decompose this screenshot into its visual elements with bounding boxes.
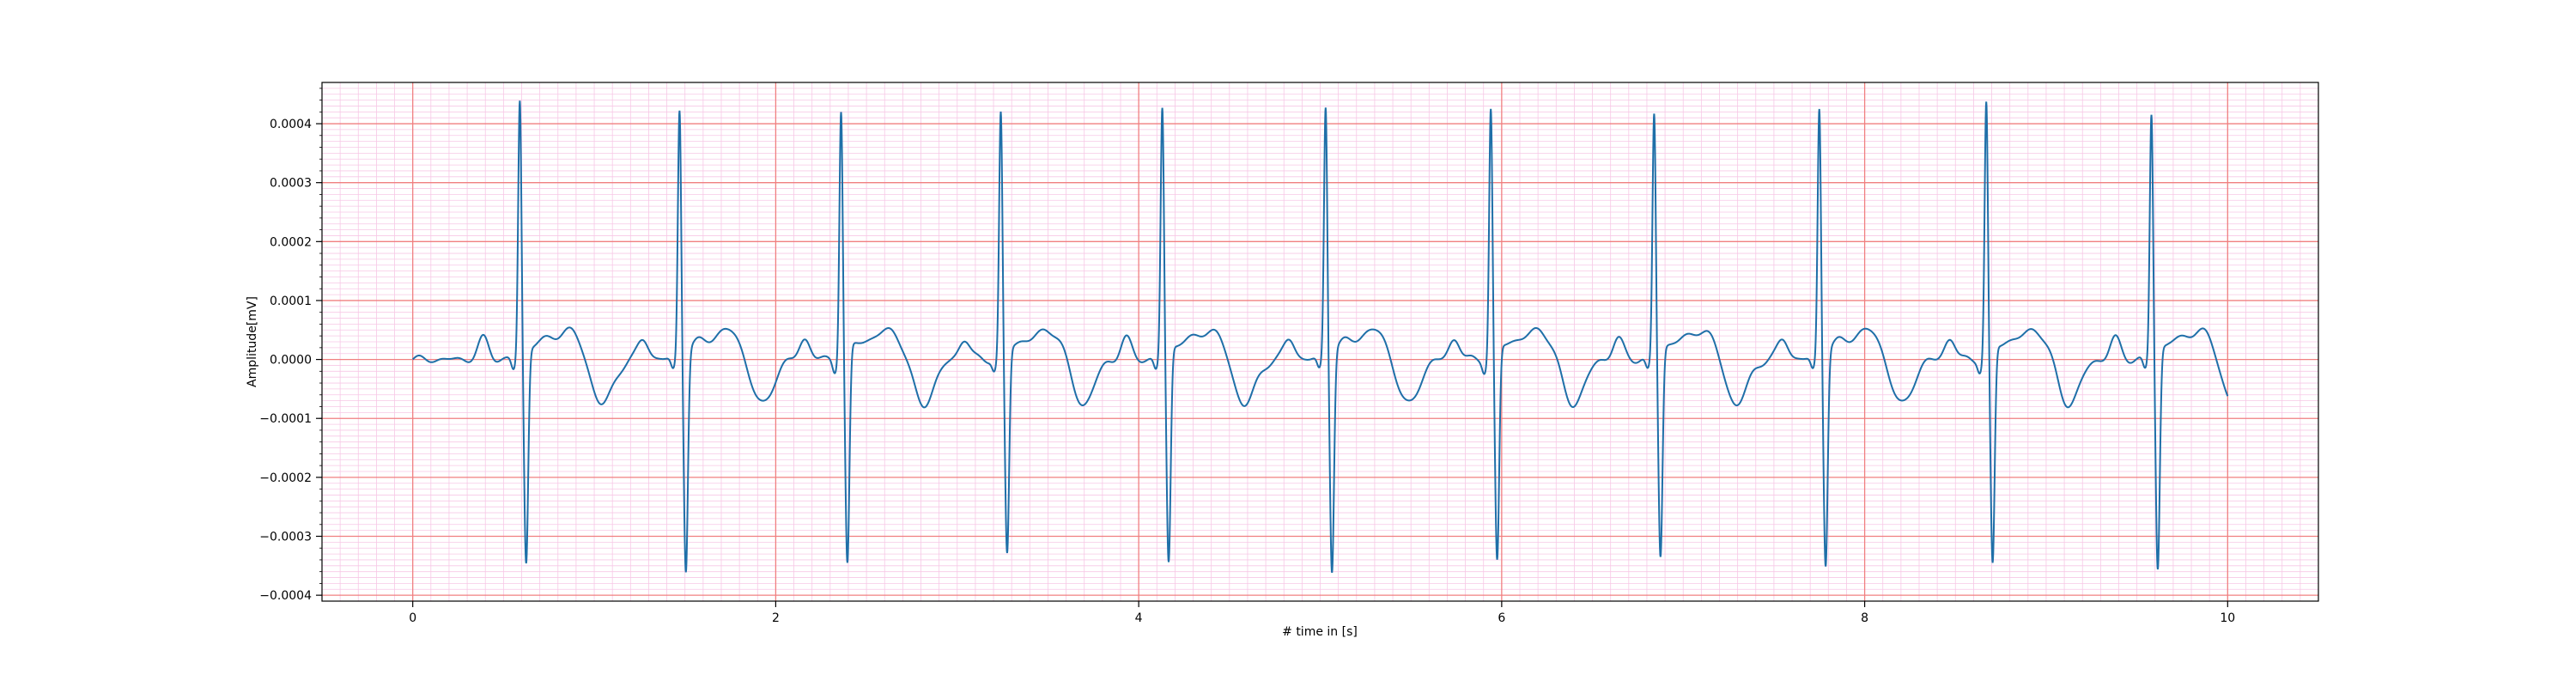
y-tick-label: −0.0002	[259, 471, 312, 485]
x-tick-label: 10	[2220, 611, 2235, 625]
x-axis: 0 2 4 6 8 10	[409, 601, 2235, 625]
y-tick-label: 0.0004	[270, 118, 312, 131]
y-tick-label: −0.0001	[259, 412, 312, 426]
y-tick-label: −0.0004	[259, 589, 312, 603]
y-tick-label: 0.0001	[270, 295, 312, 308]
y-tick-label: 0.0002	[270, 235, 312, 249]
x-tick-label: 2	[772, 611, 780, 625]
x-tick-label: 8	[1861, 611, 1868, 625]
y-axis-label: Amplitude[mV]	[246, 296, 259, 387]
x-tick-label: 6	[1498, 611, 1505, 625]
y-tick-label: 0.0000	[270, 354, 312, 368]
y-axis: −0.0004 −0.0003 −0.0002 −0.0001 0.0000 0.0001…	[259, 88, 322, 603]
x-axis-label: # time in [s]	[1282, 625, 1358, 639]
y-tick-label: −0.0003	[259, 531, 312, 544]
x-tick-label: 0	[409, 611, 416, 625]
y-tick-label: 0.0003	[270, 177, 312, 191]
x-tick-label: 4	[1135, 611, 1143, 625]
